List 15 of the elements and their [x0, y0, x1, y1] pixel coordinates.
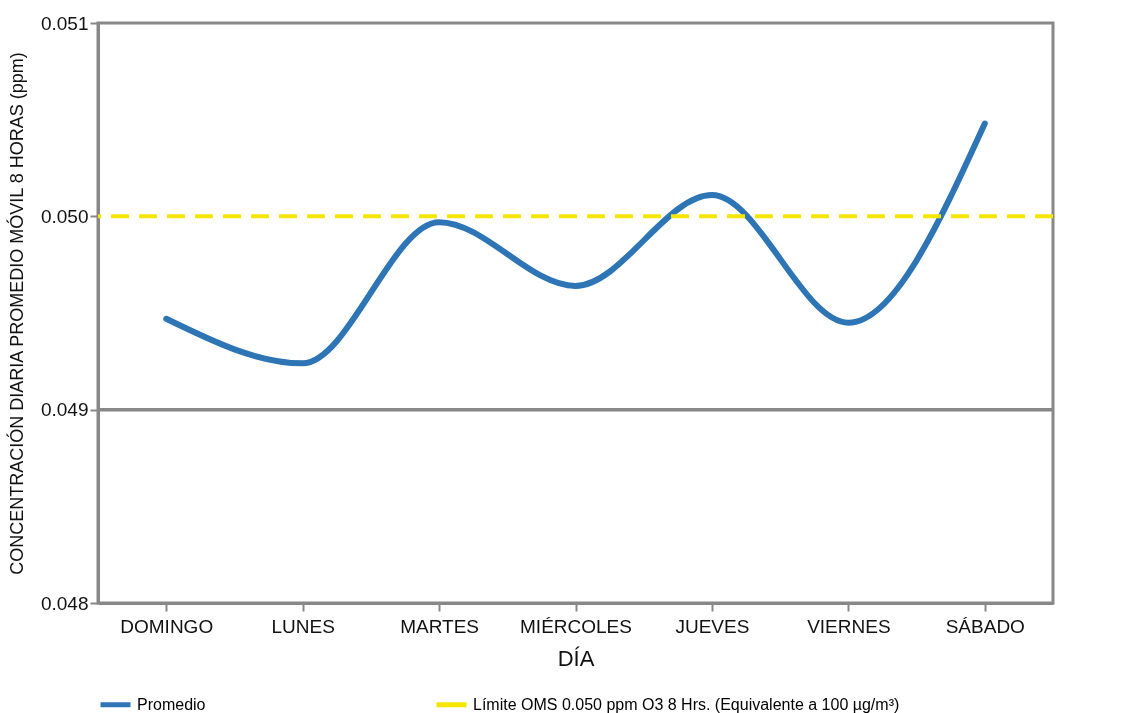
- x-tick-label: SÁBADO: [945, 615, 1025, 637]
- x-axis-title: DÍA: [557, 645, 595, 671]
- x-tick-label: VIERNES: [807, 615, 891, 637]
- x-tick-label: MARTES: [400, 615, 479, 637]
- y-tick-label: 0.049: [40, 399, 89, 421]
- x-tick-label: MIÉRCOLES: [520, 615, 632, 637]
- y-tick-label: 0.048: [40, 592, 89, 614]
- x-tick-label: JUEVES: [675, 615, 750, 637]
- y-tick-label: 0.050: [40, 205, 89, 227]
- legend-label: Límite OMS 0.050 ppm O3 8 Hrs. (Equivalente a 100 µg/m³): [473, 695, 900, 713]
- y-axis-title: CONCENTRACIÓN DIARIA PROMEDIO MÓVIL 8 HORAS (ppm): [5, 52, 27, 575]
- y-tick-label: 0.051: [40, 12, 89, 34]
- legend-label: Promedio: [137, 695, 206, 713]
- x-tick-label: LUNES: [271, 615, 335, 637]
- x-tick-label: DOMINGO: [120, 615, 214, 637]
